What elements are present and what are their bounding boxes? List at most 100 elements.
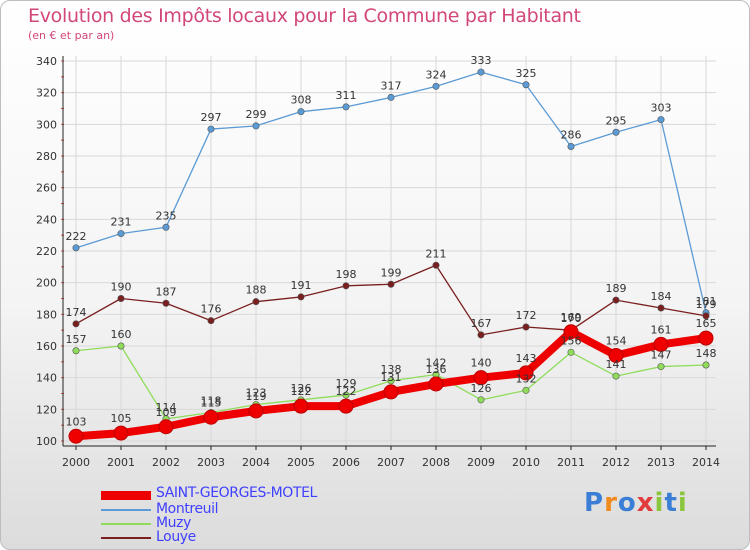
data-label: 129 xyxy=(336,377,357,390)
y-tick-label: 120 xyxy=(36,403,57,416)
data-label: 235 xyxy=(156,209,177,222)
y-tick-label: 100 xyxy=(36,435,57,448)
data-point xyxy=(657,116,665,124)
data-label: 126 xyxy=(291,382,312,395)
data-point xyxy=(113,425,129,441)
data-point xyxy=(432,261,440,269)
data-label: 184 xyxy=(651,290,672,303)
data-label: 231 xyxy=(111,216,132,229)
data-point xyxy=(612,128,620,136)
y-tick-label: 200 xyxy=(36,277,57,290)
x-tick-label: 2003 xyxy=(197,456,225,469)
data-label: 140 xyxy=(471,357,492,370)
data-label: 132 xyxy=(516,372,537,385)
data-point xyxy=(702,312,710,320)
y-tick-label: 140 xyxy=(36,372,57,385)
data-point xyxy=(342,103,350,111)
data-label: 156 xyxy=(561,334,582,347)
legend-swatch xyxy=(101,523,151,525)
data-point xyxy=(522,323,530,331)
x-tick-label: 2014 xyxy=(692,456,720,469)
data-point xyxy=(162,299,170,307)
data-point xyxy=(563,324,579,340)
data-label: 297 xyxy=(201,111,222,124)
x-tick-label: 2002 xyxy=(152,456,180,469)
y-tick-label: 260 xyxy=(36,182,57,195)
chart-subtitle: (en € et par an) xyxy=(28,29,115,42)
data-label: 303 xyxy=(651,102,672,115)
data-label: 286 xyxy=(561,129,582,142)
chart-title: Evolution des Impôts locaux pour la Comm… xyxy=(28,5,581,27)
data-label: 105 xyxy=(111,412,132,425)
data-point xyxy=(387,93,395,101)
data-label: 317 xyxy=(381,79,402,92)
legend-label: SAINT-GEORGES-MOTEL xyxy=(156,485,317,501)
legend-label: Louye xyxy=(156,529,196,545)
data-point xyxy=(522,81,530,89)
data-label: 187 xyxy=(156,285,177,298)
data-label: 109 xyxy=(156,406,177,419)
data-point xyxy=(522,386,530,394)
axes-layer: 100 120 140 160 180 200 220 240 260 280 300 320 340 2… xyxy=(36,55,720,469)
data-point xyxy=(567,348,575,356)
data-label: 174 xyxy=(66,306,87,319)
data-point xyxy=(657,363,665,371)
data-label: 308 xyxy=(291,94,312,107)
data-point xyxy=(117,342,125,350)
data-point xyxy=(657,304,665,312)
data-point xyxy=(473,370,489,386)
data-label: 170 xyxy=(561,312,582,325)
x-tick-label: 2006 xyxy=(332,456,360,469)
data-point xyxy=(72,244,80,252)
data-label: 136 xyxy=(426,363,447,376)
data-label: 118 xyxy=(201,395,222,408)
data-label: 179 xyxy=(696,298,717,311)
data-point xyxy=(567,143,575,151)
grid-layer xyxy=(63,56,716,446)
data-point xyxy=(72,347,80,355)
data-label: 169 xyxy=(561,311,582,324)
data-label: 122 xyxy=(336,385,357,398)
data-label: 115 xyxy=(201,396,222,409)
data-label: 143 xyxy=(516,352,537,365)
x-tick-label: 2010 xyxy=(512,456,540,469)
data-point xyxy=(387,280,395,288)
data-label: 114 xyxy=(156,401,177,414)
data-point xyxy=(207,317,215,325)
data-label: 190 xyxy=(111,281,132,294)
data-point xyxy=(293,398,309,414)
y-tick-label: 280 xyxy=(36,150,57,163)
data-point xyxy=(252,122,260,130)
data-label: 167 xyxy=(471,317,492,330)
logo-letter: r xyxy=(604,488,618,518)
data-label: 311 xyxy=(336,89,357,102)
data-label: 191 xyxy=(291,279,312,292)
x-tick-label: 2009 xyxy=(467,456,495,469)
x-tick-label: 2011 xyxy=(557,456,585,469)
data-label: 172 xyxy=(516,309,537,322)
data-label: 325 xyxy=(516,67,537,80)
data-point xyxy=(117,294,125,302)
data-label: 176 xyxy=(201,303,222,316)
data-point xyxy=(162,223,170,231)
y-tick-label: 160 xyxy=(36,340,57,353)
legend-label: Muzy xyxy=(156,515,191,531)
legend-swatch xyxy=(101,537,151,539)
logo-letter: P xyxy=(584,488,605,518)
data-point xyxy=(518,365,534,381)
data-label: 199 xyxy=(381,266,402,279)
data-label: 165 xyxy=(696,317,717,330)
logo-letter: o xyxy=(617,488,637,518)
data-label: 157 xyxy=(66,333,87,346)
data-point xyxy=(383,384,399,400)
x-tick-label: 2000 xyxy=(62,456,90,469)
data-point xyxy=(608,348,624,363)
data-label: 188 xyxy=(246,284,267,297)
data-point xyxy=(338,398,354,414)
y-tick-label: 300 xyxy=(36,118,57,131)
data-label: 160 xyxy=(111,328,132,341)
logo-letter: i xyxy=(677,488,688,518)
data-label: 148 xyxy=(696,347,717,360)
